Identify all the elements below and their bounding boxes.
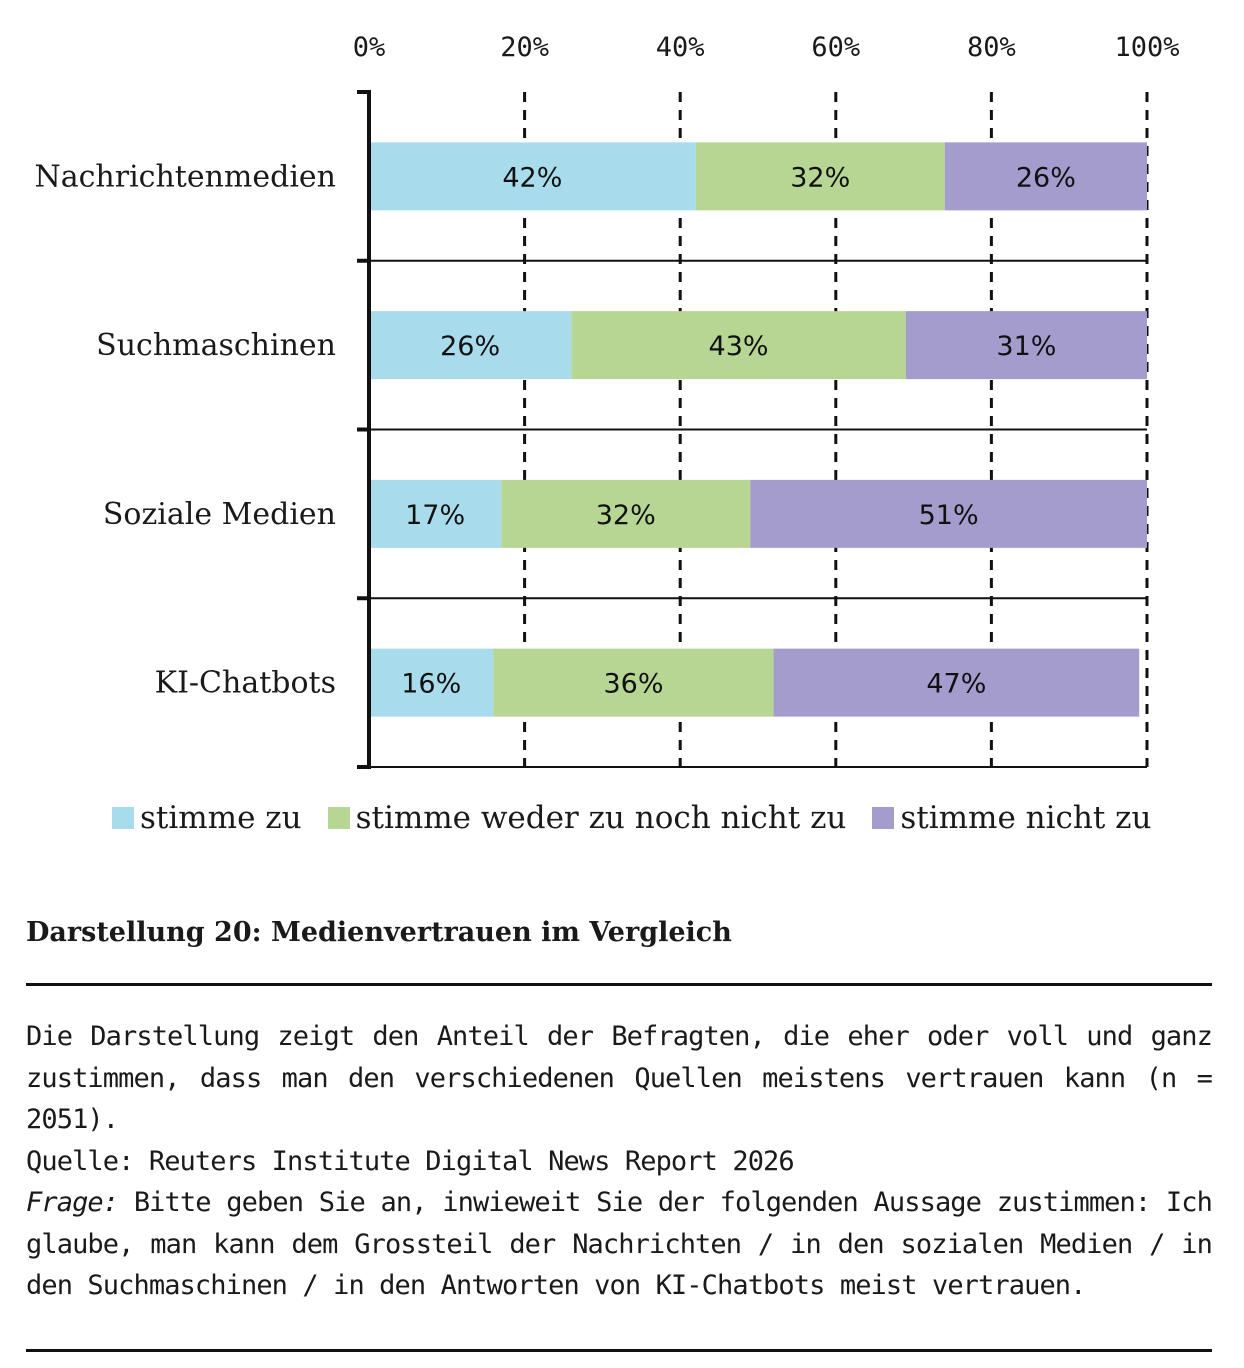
x-tick-label: 100%: [1114, 32, 1179, 63]
data-label: 42%: [502, 162, 562, 193]
bar-segment: [750, 479, 1147, 548]
caption-description: Die Darstellung zeigt den Anteil der Bef…: [26, 1021, 1213, 1135]
data-label: 47%: [926, 669, 986, 700]
category-label: Nachrichtenmedien: [34, 159, 336, 194]
bar-segment: [369, 311, 572, 380]
bar-segment: [369, 479, 502, 548]
caption-top-rule: [26, 983, 1212, 986]
data-label: 32%: [790, 162, 850, 193]
axes: [357, 90, 1147, 769]
caption-question: Frage: Bitte geben Sie an, inwieweit Sie…: [26, 1182, 1213, 1307]
bar-segment: [369, 142, 696, 211]
x-tick-label: 0%: [353, 32, 386, 63]
legend-item: stimme nicht zu: [872, 800, 1151, 836]
bar-segment: [695, 142, 945, 211]
question-text: Bitte geben Sie an, inwieweit Sie der fo…: [26, 1187, 1213, 1301]
legend: stimme zu stimme weder zu noch nicht zu st…: [112, 800, 1177, 836]
bar-segment: [369, 648, 494, 717]
bar-segment: [773, 648, 1140, 717]
caption-bottom-rule: [26, 1349, 1212, 1352]
data-label: 16%: [401, 669, 461, 700]
category-label: Suchmaschinen: [96, 328, 336, 363]
bar-segment: [905, 311, 1147, 380]
data-label: 26%: [440, 331, 500, 362]
data-label: 32%: [596, 500, 656, 531]
legend-swatch: [327, 807, 350, 829]
legend-swatch: [112, 807, 134, 829]
legend-label: stimme zu: [140, 800, 302, 836]
legend-label: stimme nicht zu: [900, 800, 1152, 836]
legend-label: stimme weder zu noch nicht zu: [355, 800, 847, 836]
data-label: 17%: [405, 500, 465, 531]
bar-segment: [493, 648, 774, 717]
category-label: KI-Chatbots: [155, 666, 336, 701]
data-label: 36%: [604, 669, 664, 700]
legend-item: stimme zu: [112, 800, 302, 836]
data-label: 43%: [709, 331, 769, 362]
data-label: 51%: [919, 500, 979, 531]
figure-caption: Die Darstellung zeigt den Anteil der Bef…: [26, 1016, 1213, 1307]
caption-source: Quelle: Reuters Institute Digital News R…: [26, 1145, 795, 1177]
bars: [369, 142, 1147, 717]
x-tick-label: 20%: [500, 32, 549, 63]
category-label: Soziale Medien: [103, 497, 336, 532]
labels: 0% 20% 40% 60% 80% 100% 42% 32% 26% Nachrichtenme…: [34, 32, 1179, 701]
x-tick-label: 60%: [811, 32, 860, 63]
x-tick-label: 40%: [656, 32, 705, 63]
figure-title: Darstellung 20: Medienvertrauen im Vergl…: [26, 917, 732, 948]
bar-segment: [571, 311, 906, 380]
legend-item: stimme weder zu noch nicht zu: [327, 800, 847, 836]
bar-segment: [501, 479, 751, 548]
data-label: 26%: [1016, 162, 1076, 193]
question-label: Frage:: [26, 1187, 119, 1218]
bar-segment: [944, 142, 1147, 211]
x-tick-label: 80%: [967, 32, 1016, 63]
data-label: 31%: [996, 331, 1056, 362]
stacked-bar-chart: 0% 20% 40% 60% 80% 100% 42% 32% 26% Nachrichtenme…: [34, 32, 1180, 769]
legend-swatch: [872, 807, 895, 829]
